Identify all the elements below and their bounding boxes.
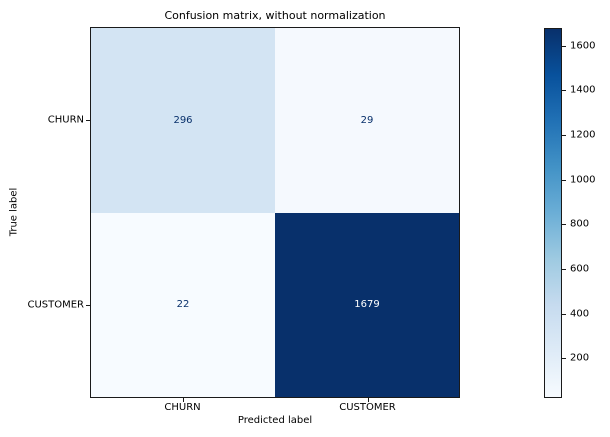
colorbar-tick-label: 800 [570, 218, 590, 230]
colorbar-tick-label: 1400 [570, 84, 596, 96]
cell-value: 29 [360, 114, 374, 126]
matrix-cell-customer-customer: 1679 [275, 212, 459, 397]
chart-title: Confusion matrix, without normalization [164, 9, 386, 22]
colorbar-tick-mark [562, 224, 566, 226]
colorbar-tick-mark [562, 268, 566, 270]
y-axis-label: True label [8, 187, 20, 237]
colorbar-tick-label: 1200 [570, 129, 596, 141]
colorbar-tick-mark [562, 90, 566, 92]
matrix-cell-churn-customer: 29 [275, 28, 459, 213]
y-tick-mark [86, 119, 90, 121]
colorbar-tick-label: 1000 [570, 174, 596, 186]
y-tick-label: CUSTOMER [27, 299, 84, 311]
colorbar-tick-mark [562, 313, 566, 315]
matrix-cell-churn-churn: 296 [91, 28, 275, 213]
matrix-cell-customer-churn: 22 [91, 212, 275, 397]
x-tick-label: CHURN [164, 402, 201, 413]
colorbar-tick-label: 400 [570, 308, 590, 320]
cell-value: 22 [176, 299, 190, 311]
colorbar-tick-mark [562, 134, 566, 136]
x-tick-mark [367, 398, 369, 402]
colorbar-tick-mark [562, 45, 566, 47]
cell-value: 296 [173, 114, 193, 126]
y-tick-label: CHURN [47, 114, 84, 126]
x-axis-label: Predicted label [237, 415, 313, 426]
colorbar-tick-label: 200 [570, 352, 590, 364]
x-tick-label: CUSTOMER [339, 402, 396, 413]
colorbar-tick-label: 600 [570, 263, 590, 275]
plot-area: 296 29 22 1679 [90, 27, 460, 398]
colorbar-tick-mark [562, 179, 566, 181]
y-tick-mark [86, 305, 90, 307]
colorbar-tick-mark [562, 358, 566, 360]
colorbar [544, 28, 562, 398]
x-tick-mark [182, 398, 184, 402]
cell-value: 1679 [354, 299, 380, 311]
colorbar-tick-label: 1600 [570, 40, 596, 52]
matrix-cells: 296 29 22 1679 [91, 28, 459, 397]
